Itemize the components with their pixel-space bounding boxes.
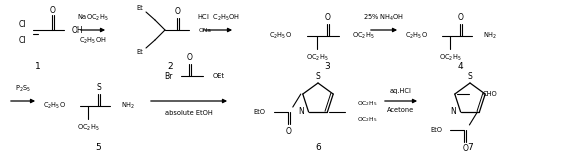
Text: OC$_2$H$_5$: OC$_2$H$_5$	[77, 123, 99, 133]
Text: EtO: EtO	[254, 109, 266, 115]
Text: EtO: EtO	[431, 127, 442, 133]
Text: N: N	[450, 107, 456, 116]
Text: O: O	[286, 126, 292, 136]
Text: O: O	[458, 12, 464, 22]
Text: 4: 4	[457, 61, 463, 71]
Text: HCl  C$_2$H$_5$OH: HCl C$_2$H$_5$OH	[197, 13, 240, 23]
Text: OC$_2$H$_5$: OC$_2$H$_5$	[306, 53, 328, 63]
Text: OH: OH	[72, 26, 83, 35]
Text: S: S	[467, 72, 473, 81]
Text: O: O	[50, 5, 56, 14]
Text: O: O	[187, 52, 193, 61]
Text: OC$_2$H$_5$: OC$_2$H$_5$	[357, 116, 378, 124]
Text: 2: 2	[167, 61, 173, 71]
Text: OC$_2$H$_5$: OC$_2$H$_5$	[438, 53, 461, 63]
Text: Et: Et	[136, 5, 143, 11]
Text: 5: 5	[95, 143, 101, 153]
Text: S: S	[316, 72, 320, 81]
Text: Cl: Cl	[19, 36, 26, 44]
Text: O: O	[175, 6, 181, 15]
Text: OC$_2$H$_5$: OC$_2$H$_5$	[352, 31, 374, 41]
Text: C$_2$H$_5$O: C$_2$H$_5$O	[405, 31, 428, 41]
Text: C$_2$H$_5$O: C$_2$H$_5$O	[43, 101, 66, 111]
Text: Br: Br	[165, 72, 173, 81]
Text: 6: 6	[315, 143, 321, 153]
Text: CHO: CHO	[483, 91, 498, 97]
Text: S: S	[97, 83, 101, 91]
Text: 3: 3	[324, 61, 330, 71]
Text: 1: 1	[35, 61, 41, 71]
Text: OC$_2$H$_5$: OC$_2$H$_5$	[357, 99, 378, 108]
Text: Acetone: Acetone	[387, 107, 415, 113]
Text: ONa: ONa	[199, 28, 212, 33]
Text: P$_2$S$_5$: P$_2$S$_5$	[15, 84, 31, 94]
Text: 7: 7	[467, 143, 473, 153]
Text: OEt: OEt	[213, 73, 225, 79]
Text: absolute EtOH: absolute EtOH	[165, 110, 213, 116]
Text: N: N	[298, 107, 303, 116]
Text: NH$_2$: NH$_2$	[483, 31, 497, 41]
Text: C$_2$H$_5$O: C$_2$H$_5$O	[269, 31, 292, 41]
Text: C$_2$H$_5$OH: C$_2$H$_5$OH	[80, 36, 107, 46]
Text: Cl: Cl	[19, 19, 26, 29]
Text: O: O	[325, 12, 331, 22]
Text: NaOC$_2$H$_5$: NaOC$_2$H$_5$	[77, 13, 109, 23]
Text: Et: Et	[136, 49, 143, 55]
Text: aq.HCl: aq.HCl	[390, 88, 412, 94]
Text: O: O	[462, 144, 469, 153]
Text: NH$_2$: NH$_2$	[121, 101, 135, 111]
Text: 25% NH$_4$OH: 25% NH$_4$OH	[364, 13, 404, 23]
